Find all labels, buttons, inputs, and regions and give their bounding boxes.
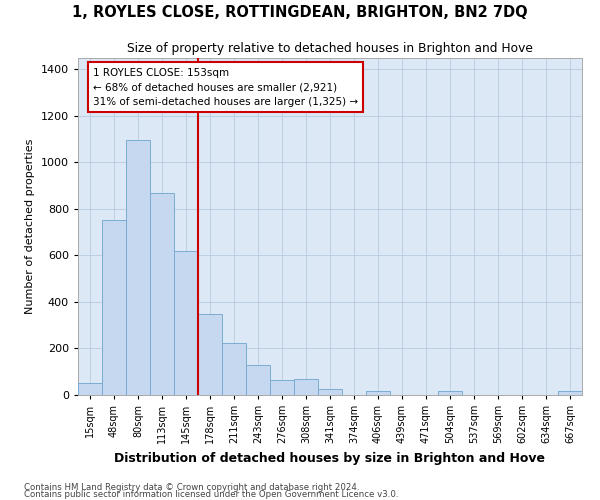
Bar — [366, 391, 390, 395]
Y-axis label: Number of detached properties: Number of detached properties — [25, 138, 35, 314]
X-axis label: Distribution of detached houses by size in Brighton and Hove: Distribution of detached houses by size … — [115, 452, 545, 464]
Text: 1 ROYLES CLOSE: 153sqm
← 68% of detached houses are smaller (2,921)
31% of semi-: 1 ROYLES CLOSE: 153sqm ← 68% of detached… — [93, 68, 358, 107]
Bar — [78, 384, 102, 395]
Bar — [294, 378, 318, 395]
Bar — [270, 380, 294, 395]
Bar — [246, 364, 270, 395]
Bar — [150, 192, 174, 395]
Text: Contains public sector information licensed under the Open Government Licence v3: Contains public sector information licen… — [24, 490, 398, 499]
Text: Contains HM Land Registry data © Crown copyright and database right 2024.: Contains HM Land Registry data © Crown c… — [24, 484, 359, 492]
Bar — [318, 389, 342, 395]
Bar — [174, 250, 198, 395]
Bar — [438, 391, 462, 395]
Bar — [222, 342, 246, 395]
Title: Size of property relative to detached houses in Brighton and Hove: Size of property relative to detached ho… — [127, 42, 533, 55]
Bar — [198, 314, 222, 395]
Bar — [558, 391, 582, 395]
Bar — [126, 140, 150, 395]
Text: 1, ROYLES CLOSE, ROTTINGDEAN, BRIGHTON, BN2 7DQ: 1, ROYLES CLOSE, ROTTINGDEAN, BRIGHTON, … — [72, 5, 528, 20]
Bar — [102, 220, 126, 395]
